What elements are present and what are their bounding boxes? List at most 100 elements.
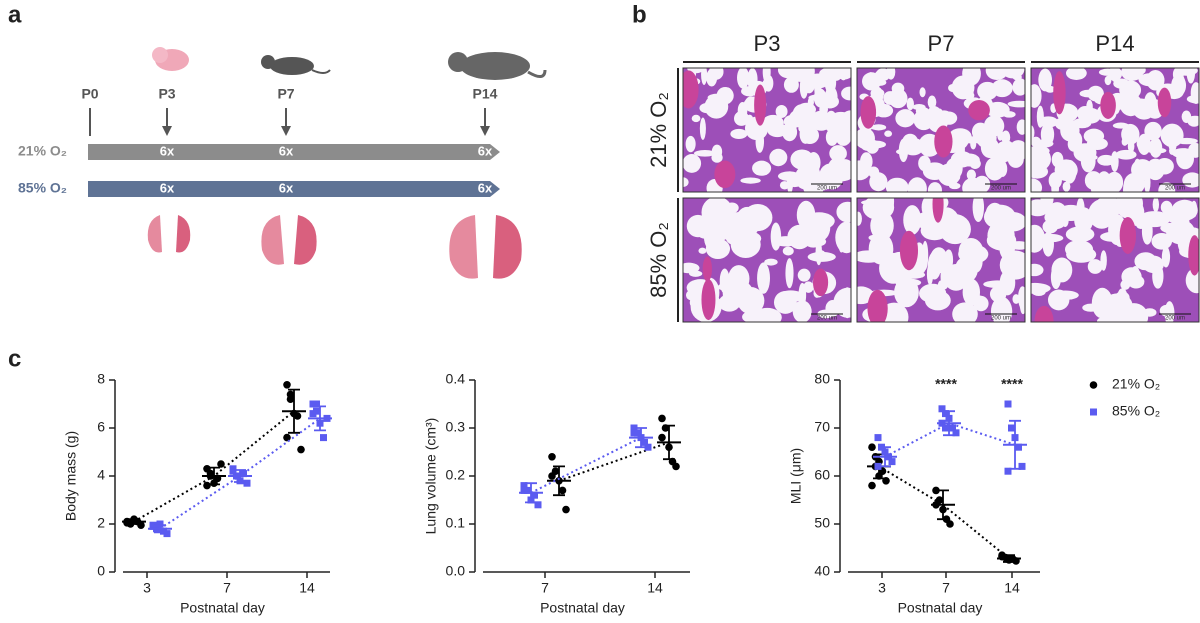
alveolus xyxy=(1115,149,1137,160)
vessel xyxy=(899,230,919,271)
data-point xyxy=(1004,400,1012,408)
data-point xyxy=(320,434,327,442)
alveolus xyxy=(683,177,689,188)
alveolus xyxy=(718,294,741,312)
alveolus xyxy=(716,86,734,105)
alveolus xyxy=(891,82,905,95)
alveolus xyxy=(1018,286,1025,310)
alveolus xyxy=(912,103,926,111)
alveolus xyxy=(1054,117,1072,131)
alveolus xyxy=(869,172,888,192)
alveolus xyxy=(1042,219,1058,234)
alveolus xyxy=(1114,291,1130,305)
error-bar xyxy=(1003,554,1015,563)
alveolus xyxy=(683,153,702,173)
x-tick-label: 14 xyxy=(1004,580,1020,596)
lung-icon xyxy=(147,215,191,253)
alveolus xyxy=(919,87,926,98)
alveolus xyxy=(741,86,758,97)
data-point xyxy=(942,410,949,418)
y-axis-label: MLI (μm) xyxy=(788,448,804,504)
alveolus xyxy=(874,103,894,118)
alveolus xyxy=(983,280,1012,289)
timepoint-label: P14 xyxy=(473,86,498,102)
x-tick-label: 14 xyxy=(299,580,315,596)
alveolus xyxy=(870,210,894,241)
alveolus xyxy=(857,129,863,146)
timeline-arrowhead xyxy=(162,126,172,136)
y-tick-label: 8 xyxy=(97,371,105,387)
alveolus xyxy=(1110,151,1119,172)
scale-bar-label: 200 um xyxy=(817,186,837,192)
alveolus xyxy=(1172,125,1182,143)
x-tick-label: 7 xyxy=(942,580,950,596)
alveolus xyxy=(1152,198,1160,213)
alveolus xyxy=(937,163,961,186)
sample-count: 6x xyxy=(279,143,294,158)
alveolus xyxy=(1062,181,1071,192)
alveolus xyxy=(777,171,801,181)
alveolus xyxy=(885,177,909,192)
alveolus xyxy=(1171,74,1187,97)
data-point xyxy=(520,482,528,490)
alveolus xyxy=(927,182,942,192)
alveolus xyxy=(686,214,710,238)
alveolus xyxy=(1144,171,1151,192)
alveolus xyxy=(1057,204,1085,221)
legend-label: 85% O₂ xyxy=(1112,403,1160,419)
vessel xyxy=(714,160,736,189)
data-point xyxy=(297,445,305,454)
alveolus xyxy=(1171,148,1195,159)
alveolus xyxy=(769,148,788,167)
alveolus xyxy=(1042,231,1054,257)
x-tick-label: 3 xyxy=(878,580,886,596)
alveolus xyxy=(1181,110,1192,123)
column-label: P3 xyxy=(754,31,781,56)
trend-line xyxy=(878,465,1010,560)
alveolus xyxy=(997,160,1008,177)
y-tick-label: 0 xyxy=(97,563,105,579)
alveolus xyxy=(1169,146,1176,155)
alveolus xyxy=(709,68,724,80)
alveolus xyxy=(976,127,997,149)
alveolus xyxy=(764,258,778,266)
alveolus xyxy=(1158,182,1176,192)
alveolus xyxy=(770,222,782,251)
alveolus xyxy=(1110,68,1118,82)
alveolus xyxy=(1087,259,1103,274)
alveolus xyxy=(1091,287,1113,319)
mouse-icon xyxy=(261,55,331,75)
alveolus xyxy=(907,177,927,192)
timeline-arrowhead xyxy=(480,126,490,136)
alveolus xyxy=(699,117,706,140)
data-point xyxy=(1018,462,1026,470)
alveolus xyxy=(1083,128,1105,144)
vessel xyxy=(934,125,953,158)
alveolus xyxy=(803,281,814,293)
y-tick-label: 0.0 xyxy=(446,563,466,579)
alveolus xyxy=(973,295,989,312)
data-point xyxy=(283,433,291,442)
alveolus xyxy=(1144,92,1157,113)
scale-bar-label: 200 um xyxy=(991,316,1011,322)
alveolus xyxy=(1012,294,1020,304)
alveolus xyxy=(895,278,910,302)
alveolus xyxy=(888,88,908,109)
alveolus xyxy=(1051,257,1073,283)
data-point xyxy=(123,519,131,527)
histology-image xyxy=(1031,198,1199,322)
histology-image xyxy=(857,68,1025,192)
alveolus xyxy=(926,263,934,286)
scale-bar-label: 200 um xyxy=(817,316,837,322)
y-tick-label: 6 xyxy=(97,419,105,435)
alveolus xyxy=(1031,287,1046,297)
x-axis-label: Postnatal day xyxy=(898,600,983,616)
alveolus xyxy=(810,110,833,131)
error-bar xyxy=(879,446,891,468)
y-tick-label: 0.3 xyxy=(446,419,466,435)
data-point xyxy=(888,458,896,466)
error-bar xyxy=(234,469,246,483)
scale-bar-label: 200 um xyxy=(1165,316,1185,322)
data-point xyxy=(952,429,960,437)
legend-label: 21% O₂ xyxy=(1112,376,1160,392)
